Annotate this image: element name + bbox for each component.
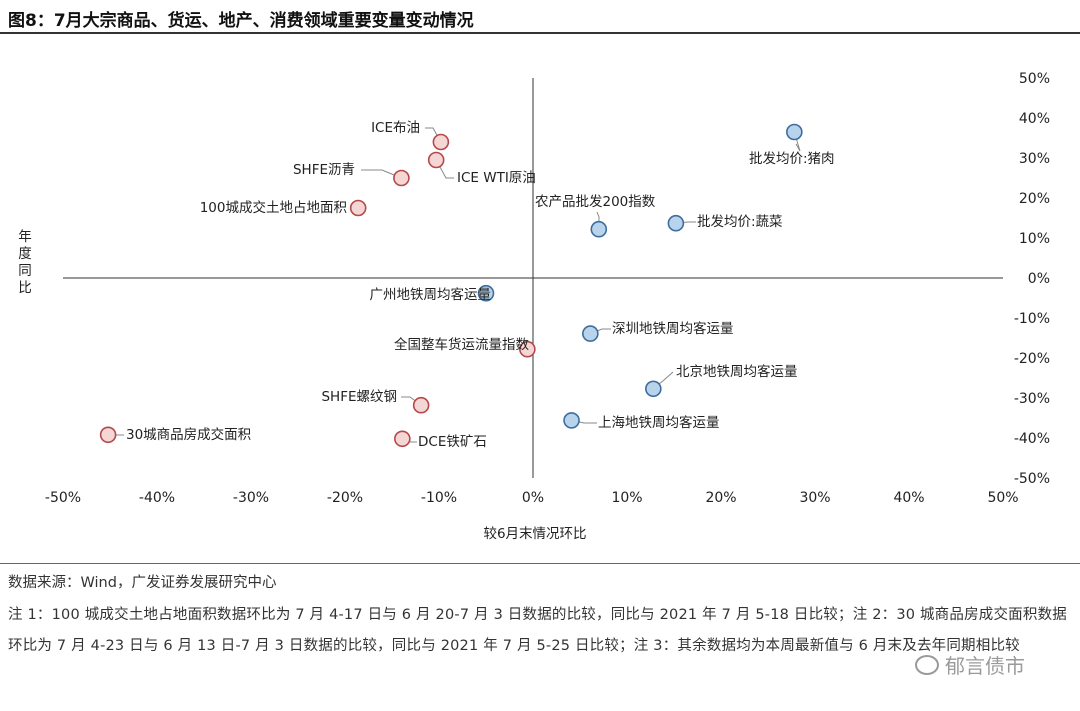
scatter-point — [477, 284, 495, 302]
point-label: 100城成交土地占地面积 — [200, 199, 347, 216]
data-point-group: DCE铁矿石 — [394, 430, 487, 450]
scatter-point — [582, 325, 599, 342]
point-label: 上海地铁周均客运量 — [598, 414, 720, 431]
point-label: DCE铁矿石 — [418, 434, 487, 450]
point-label: 广州地铁周均客运量 — [370, 286, 492, 303]
data-point-group: 农产品批发200指数 — [535, 194, 656, 238]
data-point-group: 100城成交土地占地面积 — [200, 199, 367, 217]
data-point-group: SHFE螺纹钢 — [321, 389, 430, 414]
data-point-group: 深圳地铁周均客运量 — [582, 320, 734, 342]
point-label: 北京地铁周均客运量 — [676, 363, 798, 380]
scatter-point — [519, 340, 536, 358]
scatter-point — [432, 133, 450, 151]
point-label: 批发均价:猪肉 — [749, 151, 835, 167]
data-point-group: 批发均价:蔬菜 — [667, 214, 783, 232]
title-rule — [0, 32, 1080, 34]
data-point-group: ICE布油 — [371, 120, 450, 151]
watermark: 郁言债市 — [915, 650, 1025, 679]
x-tick-label: 50% — [987, 490, 1018, 506]
point-label: SHFE沥青 — [293, 162, 355, 178]
chat-bubble-icon — [915, 655, 939, 675]
data-points: ICE布油 ICE WTI原油 SHFE沥青 100城成交土地占地面积全国整车货运流量… — [99, 120, 835, 450]
y-tick-label: 40% — [1019, 111, 1050, 127]
y-tick-label: 30% — [1019, 151, 1050, 167]
scatter-point — [590, 220, 608, 238]
y-tick-label: -50% — [1014, 471, 1050, 487]
scatter-point — [393, 169, 410, 187]
x-tick-label: 30% — [799, 490, 830, 506]
point-label: ICE WTI原油 — [457, 170, 536, 186]
notes-text: 注 1：100 城成交土地占地面积数据环比为 7 月 4-17 日与 6 月 2… — [8, 607, 1067, 654]
y-tick-label: -10% — [1014, 311, 1050, 327]
scatter-point — [349, 199, 367, 217]
source-text: 数据来源：Wind，广发证券发展研究中心 — [8, 575, 277, 591]
y-tick-label: 0% — [1028, 271, 1050, 287]
y-tick-labels: 50% 40% 30% 20% 10% 0% -10% -20% -30% -40% -50% — [1014, 71, 1050, 487]
x-tick-labels: -50% -40% -30% -20% -10% 0% 10% 20% 30% 40% 50% — [45, 490, 1019, 506]
watermark-label: 郁言债市 — [945, 654, 1025, 678]
data-point-group: 北京地铁周均客运量 — [645, 363, 798, 398]
x-axis-title: 较6月末情况环比 — [483, 526, 586, 542]
scatter-point — [99, 426, 117, 444]
point-label: 农产品批发200指数 — [535, 194, 656, 210]
y-axis-title: 年度同比 — [18, 229, 32, 296]
scatter-point — [563, 412, 580, 429]
scatter-point — [786, 123, 803, 141]
data-point-group: ICE WTI原油 — [427, 151, 536, 186]
scatter-point — [427, 151, 445, 169]
point-label: SHFE螺纹钢 — [321, 389, 397, 405]
x-tick-label: -40% — [139, 490, 175, 506]
axes — [63, 78, 1003, 478]
x-tick-label: -20% — [327, 490, 363, 506]
x-tick-label: -50% — [45, 490, 81, 506]
figure-title: 图8：7月大宗商品、货运、地产、消费领域重要变量变动情况 — [8, 11, 474, 31]
data-point-group: SHFE沥青 — [293, 162, 410, 187]
footer-rule — [0, 563, 1080, 564]
point-label: 全国整车货运流量指数 — [394, 336, 529, 353]
x-tick-label: 0% — [522, 490, 544, 506]
point-label: 深圳地铁周均客运量 — [612, 320, 734, 337]
data-point-group: 30城商品房成交面积 — [99, 426, 251, 444]
y-tick-label: 10% — [1019, 231, 1050, 247]
scatter-point — [394, 430, 411, 448]
data-point-group: 全国整车货运流量指数 — [394, 336, 536, 358]
scatter-point — [667, 214, 685, 232]
point-label: 30城商品房成交面积 — [126, 426, 251, 443]
x-tick-label: -10% — [421, 490, 457, 506]
point-label: ICE布油 — [371, 120, 420, 136]
x-tick-label: 10% — [611, 490, 642, 506]
scatter-point — [412, 396, 430, 414]
data-point-group: 上海地铁周均客运量 — [563, 412, 720, 431]
data-point-group: 广州地铁周均客运量 — [370, 284, 495, 303]
scatter-point — [645, 380, 662, 398]
y-tick-label: -30% — [1014, 391, 1050, 407]
point-label: 批发均价:蔬菜 — [697, 214, 783, 230]
x-tick-label: 20% — [705, 490, 736, 506]
y-tick-label: -20% — [1014, 351, 1050, 367]
x-tick-label: 40% — [893, 490, 924, 506]
scatter-chart: -50% -40% -30% -20% -10% 0% 10% 20% 30% 40% 50% 50… — [18, 71, 1050, 542]
y-tick-label: -40% — [1014, 431, 1050, 447]
x-tick-label: -30% — [233, 490, 269, 506]
data-point-group: 批发均价:猪肉 — [749, 123, 835, 167]
y-tick-label: 20% — [1019, 191, 1050, 207]
y-tick-label: 50% — [1019, 71, 1050, 87]
